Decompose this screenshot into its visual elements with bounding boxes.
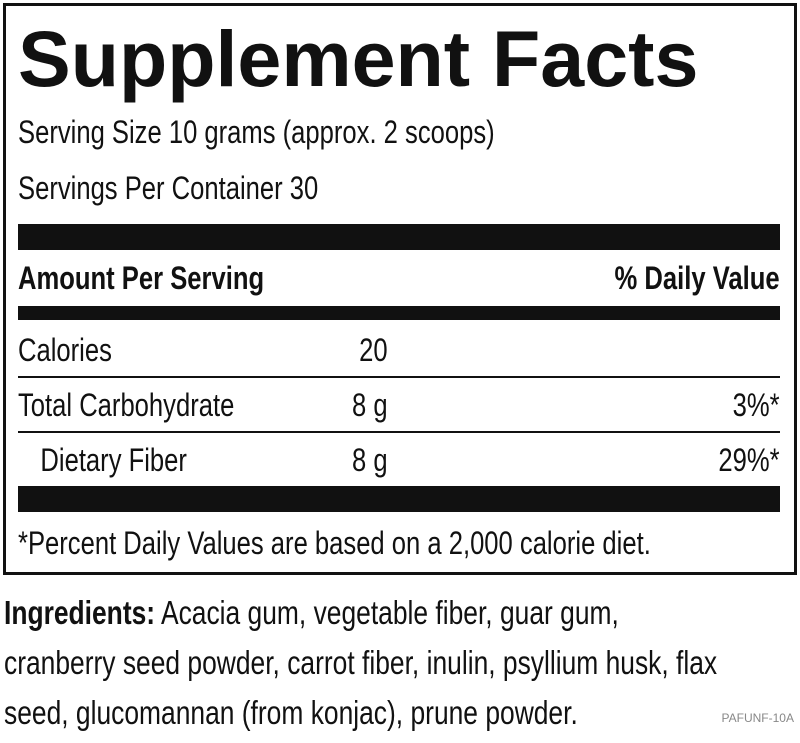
divider-bar bbox=[18, 306, 780, 320]
serving-size: Serving Size 10 grams (approx. 2 scoops) bbox=[18, 114, 495, 150]
footnote: *Percent Daily Values are based on a 2,0… bbox=[18, 525, 651, 561]
table-row: Total Carbohydrate 8 g 3%* bbox=[18, 385, 780, 425]
ingredients-text: Acacia gum, vegetable fiber, guar gum, c… bbox=[4, 594, 718, 731]
title: Supplement Facts bbox=[18, 14, 699, 103]
row-rule bbox=[18, 431, 780, 433]
nutrient-name: Total Carbohydrate bbox=[18, 387, 235, 423]
table-row: Calories 20 bbox=[18, 330, 780, 370]
nutrient-name: Calories bbox=[18, 332, 112, 368]
ingredients: Ingredients: Acacia gum, vegetable fiber… bbox=[4, 588, 724, 738]
facts-panel bbox=[3, 3, 797, 575]
product-code: PAFUNF-10A bbox=[721, 711, 794, 725]
nutrient-amount: 8 g bbox=[352, 387, 388, 423]
nutrient-daily-value: 3%* bbox=[732, 387, 780, 423]
servings-per-container: Servings Per Container 30 bbox=[18, 170, 319, 206]
amount-header: Amount Per Serving bbox=[18, 260, 265, 296]
ingredients-label: Ingredients: bbox=[4, 594, 156, 631]
nutrient-amount: 20 bbox=[359, 332, 388, 368]
nutrient-name: Dietary Fiber bbox=[40, 442, 187, 478]
table-row: Dietary Fiber 8 g 29%* bbox=[18, 440, 780, 480]
divider-bar bbox=[18, 224, 780, 250]
divider-bar bbox=[18, 486, 780, 512]
table-header: Amount Per Serving % Daily Value bbox=[18, 258, 780, 298]
nutrient-daily-value: 29%* bbox=[718, 442, 780, 478]
daily-value-header: % Daily Value bbox=[614, 260, 780, 296]
nutrient-amount: 8 g bbox=[352, 442, 388, 478]
row-rule bbox=[18, 376, 780, 378]
